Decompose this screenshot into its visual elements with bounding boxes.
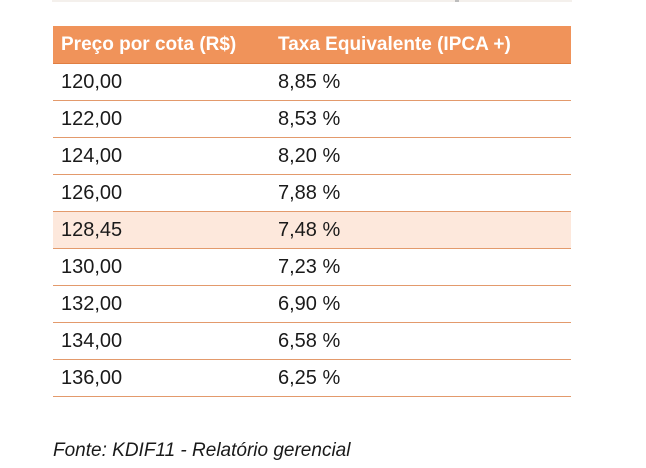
rate-cell: 6,90 % xyxy=(270,285,571,323)
table-row: 132,00 6,90 % xyxy=(53,285,571,323)
header-price: Preço por cota (R$) xyxy=(53,26,270,64)
rate-cell: 6,58 % xyxy=(270,322,571,360)
rate-cell: 7,48 % xyxy=(270,211,571,249)
rate-cell: 6,25 % xyxy=(270,359,571,397)
top-mark xyxy=(455,0,459,2)
rate-cell: 7,23 % xyxy=(270,248,571,286)
price-cell: 126,00 xyxy=(53,174,270,212)
table-header-row: Preço por cota (R$) Taxa Equivalente (IP… xyxy=(53,26,571,64)
rate-cell: 7,88 % xyxy=(270,174,571,212)
rate-cell: 8,85 % xyxy=(270,63,571,101)
rate-cell: 8,20 % xyxy=(270,137,571,175)
table-row: 126,00 7,88 % xyxy=(53,174,571,212)
rate-cell: 8,53 % xyxy=(270,100,571,138)
price-cell: 124,00 xyxy=(53,137,270,175)
header-rate: Taxa Equivalente (IPCA +) xyxy=(270,26,571,64)
price-cell: 132,00 xyxy=(53,285,270,323)
price-cell: 120,00 xyxy=(53,63,270,101)
table-row: 130,00 7,23 % xyxy=(53,248,571,286)
price-cell: 130,00 xyxy=(53,248,270,286)
table-row: 124,00 8,20 % xyxy=(53,137,571,175)
table-row: 122,00 8,53 % xyxy=(53,100,571,138)
table-row: 136,00 6,25 % xyxy=(53,359,571,397)
price-cell: 122,00 xyxy=(53,100,270,138)
price-cell: 134,00 xyxy=(53,322,270,360)
price-cell: 128,45 xyxy=(53,211,270,249)
table-row: 120,00 8,85 % xyxy=(53,63,571,101)
price-rate-table: Preço por cota (R$) Taxa Equivalente (IP… xyxy=(53,26,571,397)
table-row: 134,00 6,58 % xyxy=(53,322,571,360)
source-note: Fonte: KDIF11 - Relatório gerencial xyxy=(53,440,351,461)
table-row-highlighted: 128,45 7,48 % xyxy=(53,211,571,249)
price-cell: 136,00 xyxy=(53,359,270,397)
top-divider xyxy=(52,0,572,2)
